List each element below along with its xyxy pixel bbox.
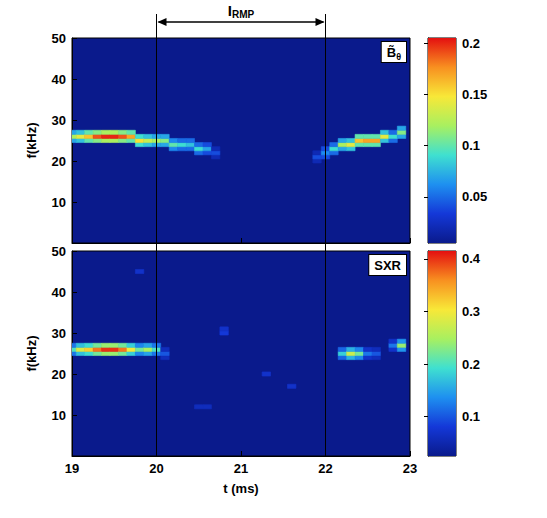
svg-text:30: 30	[52, 326, 66, 341]
svg-text:23: 23	[403, 461, 417, 476]
svg-text:20: 20	[149, 461, 163, 476]
svg-text:20: 20	[52, 367, 66, 382]
svg-text:SXR: SXR	[374, 258, 401, 273]
svg-text:40: 40	[52, 285, 66, 300]
svg-text:0.1: 0.1	[462, 138, 480, 153]
svg-text:0.3: 0.3	[462, 304, 480, 319]
svg-text:B̃: B̃	[387, 45, 396, 60]
svg-text:RMP: RMP	[232, 9, 255, 20]
svg-text:t (ms): t (ms)	[223, 481, 258, 496]
svg-text:0.15: 0.15	[462, 87, 487, 102]
svg-text:f(kHz): f(kHz)	[24, 335, 39, 371]
svg-text:I: I	[227, 1, 232, 19]
svg-text:20: 20	[52, 154, 66, 169]
svg-text:30: 30	[52, 113, 66, 128]
svg-text:0.4: 0.4	[462, 251, 481, 266]
svg-text:40: 40	[52, 72, 66, 87]
svg-text:22: 22	[318, 461, 332, 476]
svg-text:f(kHz): f(kHz)	[24, 122, 39, 158]
svg-text:10: 10	[52, 408, 66, 423]
svg-text:50: 50	[52, 31, 66, 46]
svg-text:19: 19	[65, 461, 79, 476]
svg-text:21: 21	[234, 461, 248, 476]
svg-text:0.1: 0.1	[462, 409, 480, 424]
svg-text:0.2: 0.2	[462, 36, 480, 51]
svg-text:θ: θ	[396, 52, 401, 62]
svg-text:0.2: 0.2	[462, 357, 480, 372]
svg-text:0.05: 0.05	[462, 189, 487, 204]
svg-text:50: 50	[52, 244, 66, 259]
svg-text:10: 10	[52, 195, 66, 210]
